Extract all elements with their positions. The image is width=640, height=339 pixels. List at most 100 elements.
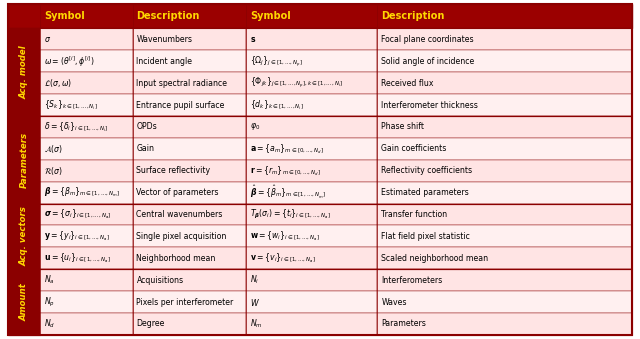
Text: OPDs: OPDs (136, 122, 157, 132)
Bar (40, 160, 132, 182)
Text: Parameters: Parameters (19, 132, 28, 188)
Bar (40, 116, 132, 138)
Text: Gain: Gain (136, 144, 154, 153)
Text: Pixels per interferometer: Pixels per interferometer (136, 298, 234, 306)
Bar (132, 51, 246, 72)
Text: $\mathcal{A}(\sigma)$: $\mathcal{A}(\sigma)$ (44, 143, 63, 155)
Text: Focal plane coordinates: Focal plane coordinates (381, 35, 474, 44)
Text: $\{d_k\}_{k\in[1,\ldots,N_i]}$: $\{d_k\}_{k\in[1,\ldots,N_i]}$ (250, 98, 304, 112)
Bar (246, 138, 378, 160)
Text: $W$: $W$ (250, 297, 260, 307)
Bar (40, 94, 132, 116)
Bar (378, 291, 632, 313)
Text: Interferometer thickness: Interferometer thickness (381, 101, 478, 109)
Bar (40, 138, 132, 160)
Text: Estimated parameters: Estimated parameters (381, 188, 469, 197)
Bar (246, 247, 378, 269)
Bar (8, 204, 40, 269)
Bar (246, 182, 378, 204)
Bar (40, 182, 132, 204)
Text: Amount: Amount (19, 283, 28, 321)
Bar (40, 247, 132, 269)
Text: $\mathbf{v}=\{v_i\}_{i\in[1,\ldots,N_a]}$: $\mathbf{v}=\{v_i\}_{i\in[1,\ldots,N_a]}… (250, 252, 316, 265)
Bar (40, 225, 132, 247)
Bar (378, 313, 632, 335)
Bar (132, 116, 246, 138)
Bar (246, 116, 378, 138)
Text: Acq. vectors: Acq. vectors (19, 206, 28, 266)
Text: Symbol: Symbol (44, 11, 84, 21)
Text: Interferometers: Interferometers (381, 276, 442, 285)
Text: Surface reflectivity: Surface reflectivity (136, 166, 211, 175)
Text: $T_{\boldsymbol{\beta}}(\sigma_i)=\{t_i\}_{i\in[1,\ldots,N_a]}$: $T_{\boldsymbol{\beta}}(\sigma_i)=\{t_i\… (250, 208, 331, 221)
Text: Waves: Waves (381, 298, 407, 306)
Text: Input spectral radiance: Input spectral radiance (136, 79, 227, 88)
Bar (378, 225, 632, 247)
Bar (378, 51, 632, 72)
Bar (132, 182, 246, 204)
Text: $\mathbf{u}=\{u_i\}_{i\in[1,\ldots,N_a]}$: $\mathbf{u}=\{u_i\}_{i\in[1,\ldots,N_a]}… (44, 252, 111, 265)
Bar (246, 313, 378, 335)
Bar (246, 94, 378, 116)
Text: $\sigma$: $\sigma$ (44, 35, 51, 44)
Bar (378, 247, 632, 269)
Text: Description: Description (381, 11, 445, 21)
Text: Entrance pupil surface: Entrance pupil surface (136, 101, 225, 109)
Text: $\omega=(\theta^{[i]},\phi^{[i]})$: $\omega=(\theta^{[i]},\phi^{[i]})$ (44, 54, 95, 68)
Text: Wavenumbers: Wavenumbers (136, 35, 193, 44)
Bar (132, 160, 246, 182)
Bar (132, 269, 246, 291)
Bar (378, 204, 632, 225)
Bar (132, 94, 246, 116)
Text: $N_i$: $N_i$ (250, 274, 259, 286)
Text: Flat field pixel statistic: Flat field pixel statistic (381, 232, 470, 241)
Bar (378, 72, 632, 94)
Bar (246, 291, 378, 313)
Text: Scaled neighborhood mean: Scaled neighborhood mean (381, 254, 488, 263)
Bar (8, 269, 632, 335)
Text: $\mathbf{w}=\{w_i\}_{i\in[1,\ldots,N_a]}$: $\mathbf{w}=\{w_i\}_{i\in[1,\ldots,N_a]}… (250, 230, 320, 243)
Text: Parameters: Parameters (381, 319, 426, 328)
Bar (40, 204, 132, 225)
Text: Transfer function: Transfer function (381, 210, 447, 219)
Bar (8, 28, 632, 116)
Text: $\boldsymbol{\sigma}=\{\sigma_i\}_{i\in[1,\ldots,N_a]}$: $\boldsymbol{\sigma}=\{\sigma_i\}_{i\in[… (44, 208, 111, 221)
Text: $\hat{\boldsymbol{\beta}}=\{\hat{\beta}_m\}_{m\in[1,\ldots,N_m]}$: $\hat{\boldsymbol{\beta}}=\{\hat{\beta}_… (250, 184, 326, 201)
Bar (8, 4, 632, 28)
Text: $\mathcal{R}(\sigma)$: $\mathcal{R}(\sigma)$ (44, 165, 63, 177)
Bar (246, 269, 378, 291)
Text: $\mathbf{r}=\{r_m\}_{m\in[0,\ldots,N_d]}$: $\mathbf{r}=\{r_m\}_{m\in[0,\ldots,N_d]}… (250, 164, 321, 178)
Text: Central wavenumbers: Central wavenumbers (136, 210, 223, 219)
Text: Acq. model: Acq. model (19, 45, 28, 99)
Text: Neighborhood mean: Neighborhood mean (136, 254, 216, 263)
Text: Reflectivity coefficients: Reflectivity coefficients (381, 166, 472, 175)
Bar (246, 72, 378, 94)
Bar (8, 116, 40, 204)
Text: $\delta=\{\delta_i\}_{i\in[1,\ldots,N_i]}$: $\delta=\{\delta_i\}_{i\in[1,\ldots,N_i]… (44, 120, 109, 134)
Text: $\mathbf{s}$: $\mathbf{s}$ (250, 35, 257, 44)
Text: $\mathbf{y}=\{y_i\}_{i\in[1,\ldots,N_a]}$: $\mathbf{y}=\{y_i\}_{i\in[1,\ldots,N_a]}… (44, 230, 110, 243)
Bar (8, 269, 40, 335)
Bar (132, 72, 246, 94)
Bar (40, 72, 132, 94)
Bar (378, 94, 632, 116)
Text: $N_p$: $N_p$ (44, 296, 55, 308)
Bar (378, 182, 632, 204)
Bar (378, 138, 632, 160)
Bar (246, 225, 378, 247)
Text: Gain coefficients: Gain coefficients (381, 144, 447, 153)
Text: $N_d$: $N_d$ (44, 318, 55, 330)
Bar (246, 28, 378, 51)
Bar (246, 160, 378, 182)
Bar (132, 291, 246, 313)
Text: $\{\Omega_j\}_{j\in[1,\ldots,N_p]}$: $\{\Omega_j\}_{j\in[1,\ldots,N_p]}$ (250, 54, 303, 68)
Text: Acquisitions: Acquisitions (136, 276, 184, 285)
Bar (378, 160, 632, 182)
Bar (378, 116, 632, 138)
Text: Description: Description (136, 11, 200, 21)
Bar (246, 51, 378, 72)
Text: $N_m$: $N_m$ (250, 318, 263, 330)
Bar (8, 116, 632, 204)
Text: Incident angle: Incident angle (136, 57, 193, 66)
Bar (378, 269, 632, 291)
